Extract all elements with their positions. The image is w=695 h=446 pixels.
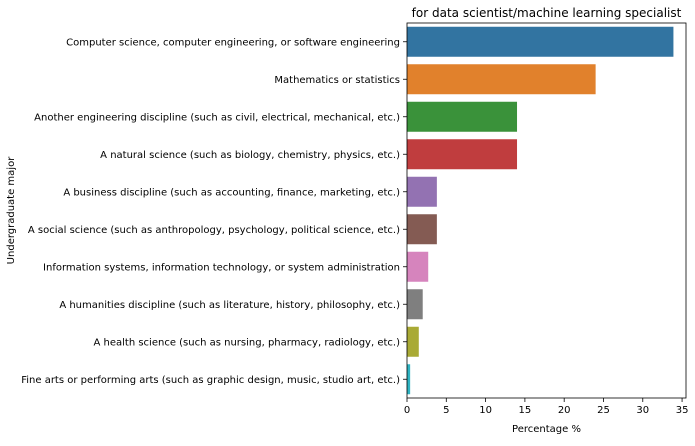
y-category-label: Another engineering discipline (such as … bbox=[34, 112, 400, 123]
y-category-label: A humanities discipline (such as literat… bbox=[59, 300, 400, 311]
bar-8 bbox=[407, 289, 423, 320]
bar-10 bbox=[407, 364, 411, 395]
x-tick-label: 0 bbox=[404, 405, 410, 416]
x-tick-label: 25 bbox=[597, 405, 610, 416]
bar-4 bbox=[407, 139, 518, 170]
x-tick-label: 35 bbox=[676, 405, 689, 416]
bars-layer bbox=[407, 26, 674, 395]
y-axis-title: Undergraduate major bbox=[6, 156, 17, 265]
bar-2 bbox=[407, 64, 596, 95]
bar-9 bbox=[407, 326, 419, 357]
chart-title: for data scientist/machine learning spec… bbox=[412, 6, 682, 20]
bar-5 bbox=[407, 176, 437, 207]
x-tick-label: 15 bbox=[519, 405, 532, 416]
x-tick-label: 20 bbox=[558, 405, 571, 416]
bar-1 bbox=[407, 26, 674, 57]
y-category-label: Information systems, information technol… bbox=[43, 262, 400, 273]
y-category-label: Mathematics or statistics bbox=[274, 75, 400, 86]
y-category-label: A business discipline (such as accountin… bbox=[63, 187, 400, 198]
plot-frame bbox=[406, 22, 687, 399]
x-ticks-layer: 0 5 10 15 20 25 30 35 bbox=[404, 398, 689, 416]
axes-frame bbox=[406, 22, 687, 399]
x-tick-label: 5 bbox=[443, 405, 449, 416]
bar-6 bbox=[407, 214, 437, 245]
y-category-layer: Computer science, computer engineering, … bbox=[21, 37, 407, 386]
bar-3 bbox=[407, 101, 518, 132]
y-category-label: Fine arts or performing arts (such as gr… bbox=[21, 375, 400, 386]
x-tick-label: 10 bbox=[479, 405, 492, 416]
y-category-label: A natural science (such as biology, chem… bbox=[100, 150, 400, 161]
x-axis-title: Percentage % bbox=[512, 424, 581, 435]
y-category-label: Computer science, computer engineering, … bbox=[66, 37, 400, 48]
bar-7 bbox=[407, 251, 429, 282]
x-tick-label: 30 bbox=[636, 405, 649, 416]
y-category-label: A health science (such as nursing, pharm… bbox=[93, 337, 400, 348]
y-category-label: A social science (such as anthropology, … bbox=[28, 225, 400, 236]
